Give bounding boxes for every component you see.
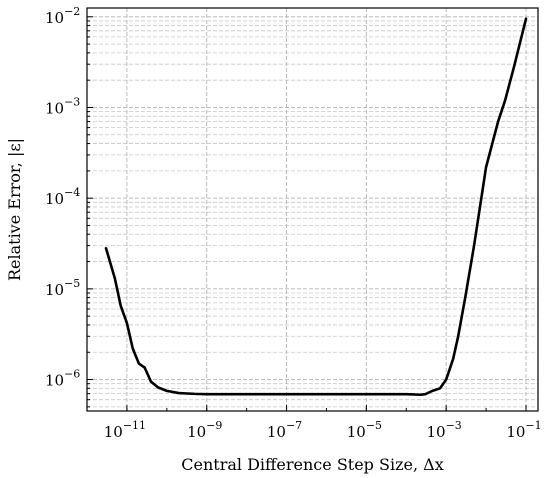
x-tick-label: 10−1 xyxy=(506,419,541,441)
x-tick-label: 10−11 xyxy=(104,419,146,441)
y-tick-label: 10−2 xyxy=(45,5,80,27)
x-tick-label: 10−3 xyxy=(427,419,462,441)
tick-labels: 10−11 10−9 10−7 10−5 10−3 10−1 10−6 10−5 10−4 10−… xyxy=(45,5,542,441)
y-tick-label: 10−6 xyxy=(45,368,80,390)
x-axis-label: Central Difference Step Size, Δx xyxy=(181,455,443,474)
x-tick-label: 10−9 xyxy=(187,419,222,441)
y-axis-label: Relative Error, |ε| xyxy=(5,138,24,281)
plot-frame xyxy=(86,7,539,412)
y-tick-label: 10−4 xyxy=(45,186,80,208)
y-tick-label: 10−3 xyxy=(45,95,80,117)
x-tick-label: 10−7 xyxy=(267,419,302,441)
grid-lines xyxy=(87,8,538,411)
relative-error-line xyxy=(104,17,528,397)
x-tick-label: 10−5 xyxy=(347,419,382,441)
y-tick-label: 10−5 xyxy=(45,277,80,299)
